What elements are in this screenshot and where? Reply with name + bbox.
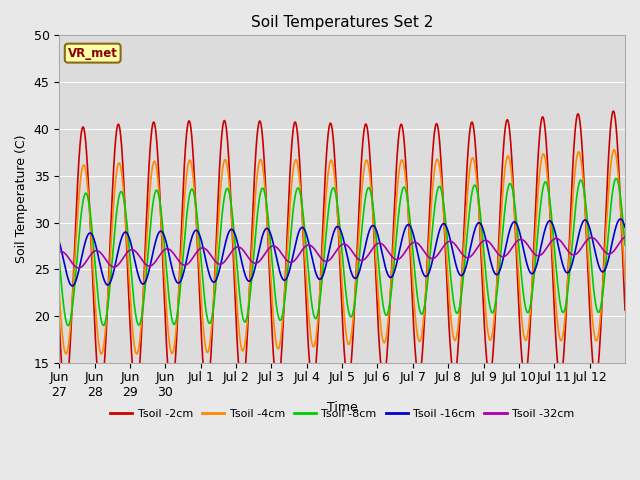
Tsoil -8cm xyxy=(144,250,152,255)
Tsoil -8cm xyxy=(476,206,484,212)
Line: Tsoil -32cm: Tsoil -32cm xyxy=(60,237,625,268)
Tsoil -8cm xyxy=(56,257,63,263)
Tsoil -2cm xyxy=(328,123,335,129)
Tsoil -16cm xyxy=(621,224,629,230)
Tsoil -4cm xyxy=(56,292,63,298)
Tsoil -4cm xyxy=(317,273,324,279)
Tsoil -2cm xyxy=(317,266,324,272)
Tsoil -4cm xyxy=(97,351,105,357)
Tsoil -16cm xyxy=(68,283,76,289)
Tsoil -32cm xyxy=(614,242,622,248)
Tsoil -2cm xyxy=(132,390,140,396)
Tsoil -32cm xyxy=(75,265,83,271)
Title: Soil Temperatures Set 2: Soil Temperatures Set 2 xyxy=(251,15,433,30)
Tsoil -8cm xyxy=(559,310,566,315)
Tsoil -8cm xyxy=(614,180,622,186)
Tsoil -4cm xyxy=(476,219,484,225)
Tsoil -4cm xyxy=(144,213,152,218)
Line: Tsoil -16cm: Tsoil -16cm xyxy=(60,219,625,286)
Tsoil -4cm xyxy=(559,334,566,339)
Tsoil -32cm xyxy=(621,234,629,240)
Tsoil -4cm xyxy=(621,277,629,283)
Tsoil -32cm xyxy=(328,255,335,261)
Tsoil -16cm xyxy=(617,216,625,222)
Line: Tsoil -4cm: Tsoil -4cm xyxy=(60,150,625,354)
Y-axis label: Soil Temperature (C): Soil Temperature (C) xyxy=(15,135,28,264)
Legend: Tsoil -2cm, Tsoil -4cm, Tsoil -8cm, Tsoil -16cm, Tsoil -32cm: Tsoil -2cm, Tsoil -4cm, Tsoil -8cm, Tsoi… xyxy=(106,404,579,423)
Tsoil -32cm xyxy=(56,249,63,255)
Tsoil -8cm xyxy=(317,288,324,294)
Tsoil -32cm xyxy=(317,255,324,261)
Tsoil -2cm xyxy=(621,307,629,313)
Tsoil -4cm xyxy=(614,174,622,180)
Tsoil -32cm xyxy=(144,263,152,269)
Tsoil -16cm xyxy=(476,220,484,226)
Tsoil -4cm xyxy=(328,157,335,163)
Tsoil -4cm xyxy=(610,147,618,153)
Tsoil -32cm xyxy=(476,241,484,247)
Tsoil -16cm xyxy=(559,262,566,267)
Tsoil -16cm xyxy=(328,237,335,243)
Tsoil -8cm xyxy=(621,242,629,248)
X-axis label: Time: Time xyxy=(327,401,358,414)
Tsoil -16cm xyxy=(144,271,152,277)
Tsoil -2cm xyxy=(614,158,622,164)
Tsoil -16cm xyxy=(56,239,63,245)
Line: Tsoil -2cm: Tsoil -2cm xyxy=(60,111,625,393)
Tsoil -16cm xyxy=(317,276,324,282)
Tsoil -2cm xyxy=(144,181,152,187)
Tsoil -2cm xyxy=(559,363,566,369)
Tsoil -2cm xyxy=(56,320,63,326)
Tsoil -2cm xyxy=(609,108,617,114)
Tsoil -8cm xyxy=(64,323,72,328)
Tsoil -8cm xyxy=(612,176,620,181)
Line: Tsoil -8cm: Tsoil -8cm xyxy=(60,179,625,325)
Tsoil -8cm xyxy=(328,188,335,193)
Tsoil -16cm xyxy=(614,218,622,224)
Tsoil -32cm xyxy=(559,240,566,246)
Tsoil -2cm xyxy=(476,225,484,230)
Text: VR_met: VR_met xyxy=(68,47,118,60)
